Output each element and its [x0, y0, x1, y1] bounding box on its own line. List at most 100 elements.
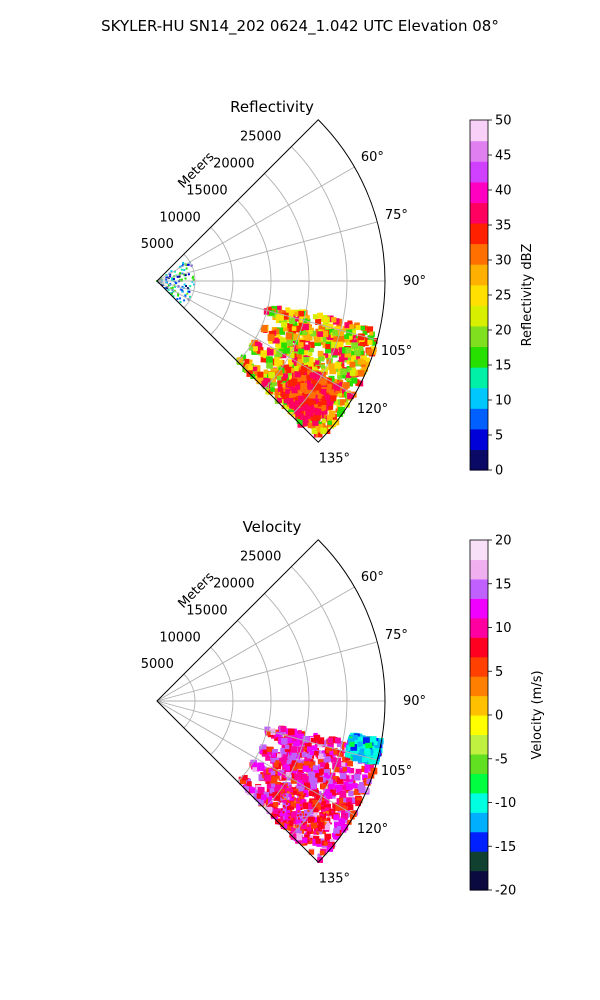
echo-cell: [368, 772, 375, 779]
radial-tick-label: 25000: [240, 550, 281, 565]
echo-cell: [321, 396, 327, 401]
echo-cell: [328, 779, 333, 784]
echo-cell: [308, 824, 311, 827]
echo-cell: [328, 772, 336, 780]
echo-cell: [307, 422, 314, 429]
echo-cell: [165, 279, 168, 281]
echo-cell: [328, 783, 335, 790]
echo-cell: [283, 364, 290, 371]
echo-cell: [283, 805, 285, 808]
echo-cell: [287, 791, 290, 794]
echo-cell: [362, 330, 368, 336]
echo-cell: [302, 419, 310, 426]
echo-cell: [294, 311, 299, 316]
colorbar-segment: [470, 695, 488, 716]
colorbar-tick-label: 20: [495, 324, 512, 339]
echo-cell: [282, 811, 285, 813]
echo-cell: [339, 797, 346, 804]
echo-cell: [324, 756, 331, 763]
echo-cell: [307, 405, 315, 413]
echo-cell: [288, 787, 294, 793]
colorbar-segment: [470, 387, 488, 409]
echo-cell: [326, 746, 332, 753]
echo-cell: [304, 813, 307, 816]
echo-cell: [310, 801, 313, 804]
echo-cell: [280, 788, 283, 791]
echo-cell: [369, 331, 374, 336]
echo-cell: [325, 344, 331, 349]
echo-cell: [270, 811, 277, 818]
echo-cell: [292, 818, 295, 821]
echo-cell: [345, 339, 352, 345]
echo-cell: [165, 274, 168, 277]
echo-cell: [182, 262, 185, 264]
echo-cell: [355, 800, 361, 807]
echo-cell: [323, 788, 331, 796]
echo-cell: [186, 263, 189, 266]
echo-cell: [278, 803, 281, 805]
echo-cell: [268, 330, 275, 337]
echo-cell: [320, 817, 323, 820]
echo-cell: [346, 360, 351, 365]
echo-cell: [304, 740, 312, 748]
colorbar-segment: [470, 428, 488, 451]
echo-cell: [286, 759, 291, 765]
echo-cell: [242, 775, 248, 781]
echo-cell: [347, 760, 353, 767]
echo-cell: [307, 746, 313, 752]
echo-cell: [365, 361, 370, 367]
echo-cell: [300, 382, 307, 390]
echo-cell: [307, 827, 312, 832]
echo-cell: [287, 762, 292, 767]
echo-cell: [294, 810, 300, 816]
echo-cell: [351, 377, 358, 384]
echo-cell: [281, 822, 288, 829]
echo-cell: [329, 367, 337, 375]
echo-cell: [353, 738, 359, 744]
echo-cell: [302, 349, 308, 355]
echo-cell: [291, 796, 294, 799]
echo-cell: [339, 772, 347, 780]
echo-cell: [290, 777, 297, 784]
echo-cell: [330, 822, 333, 825]
colorbar-tick-label: 45: [495, 149, 512, 164]
echo-cell: [299, 357, 307, 365]
echo-cell: [273, 311, 281, 318]
echo-cell: [355, 381, 361, 386]
echo-cell: [323, 326, 329, 332]
echo-cell: [308, 341, 315, 348]
echo-cell: [287, 359, 294, 365]
echo-cell: [318, 828, 321, 831]
echo-cell: [299, 813, 302, 816]
echo-cell: [308, 411, 314, 417]
echo-cell: [346, 783, 353, 791]
echo-cell: [282, 384, 288, 391]
echo-cell: [348, 351, 355, 357]
echo-cell: [284, 814, 290, 820]
echo-cell: [321, 415, 329, 422]
echo-cell: [339, 769, 346, 775]
echo-cell: [272, 792, 279, 799]
echo-cell: [168, 275, 171, 278]
echo-cell: [298, 348, 305, 355]
echo-cell: [329, 341, 337, 348]
echo-cell: [280, 726, 287, 733]
colorbar-segment: [470, 773, 488, 794]
azimuth-tick-label: 60°: [361, 150, 384, 165]
echo-cell: [362, 757, 368, 763]
colorbar-tick-label: 10: [495, 394, 512, 409]
echo-cell: [367, 762, 374, 769]
echo-cell: [308, 402, 313, 407]
echo-cell: [345, 347, 352, 354]
echo-cell: [291, 794, 294, 797]
echo-cell: [296, 759, 302, 765]
echo-cell: [273, 801, 279, 807]
echo-cell: [266, 783, 273, 790]
echo-cell: [289, 401, 297, 409]
echo-cell: [296, 410, 301, 415]
echo-cell: [327, 737, 333, 743]
echo-cell: [246, 778, 251, 784]
echo-cell: [272, 337, 279, 344]
colorbar-tick-label: 5: [495, 665, 503, 680]
